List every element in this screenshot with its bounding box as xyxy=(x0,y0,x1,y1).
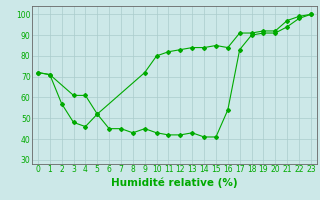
X-axis label: Humidité relative (%): Humidité relative (%) xyxy=(111,177,238,188)
